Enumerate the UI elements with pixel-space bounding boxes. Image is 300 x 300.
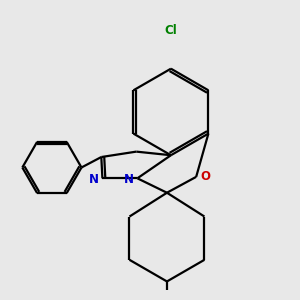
Text: Cl: Cl [164,24,177,37]
Text: N: N [88,173,98,186]
Text: N: N [124,173,134,186]
Text: O: O [200,170,210,183]
